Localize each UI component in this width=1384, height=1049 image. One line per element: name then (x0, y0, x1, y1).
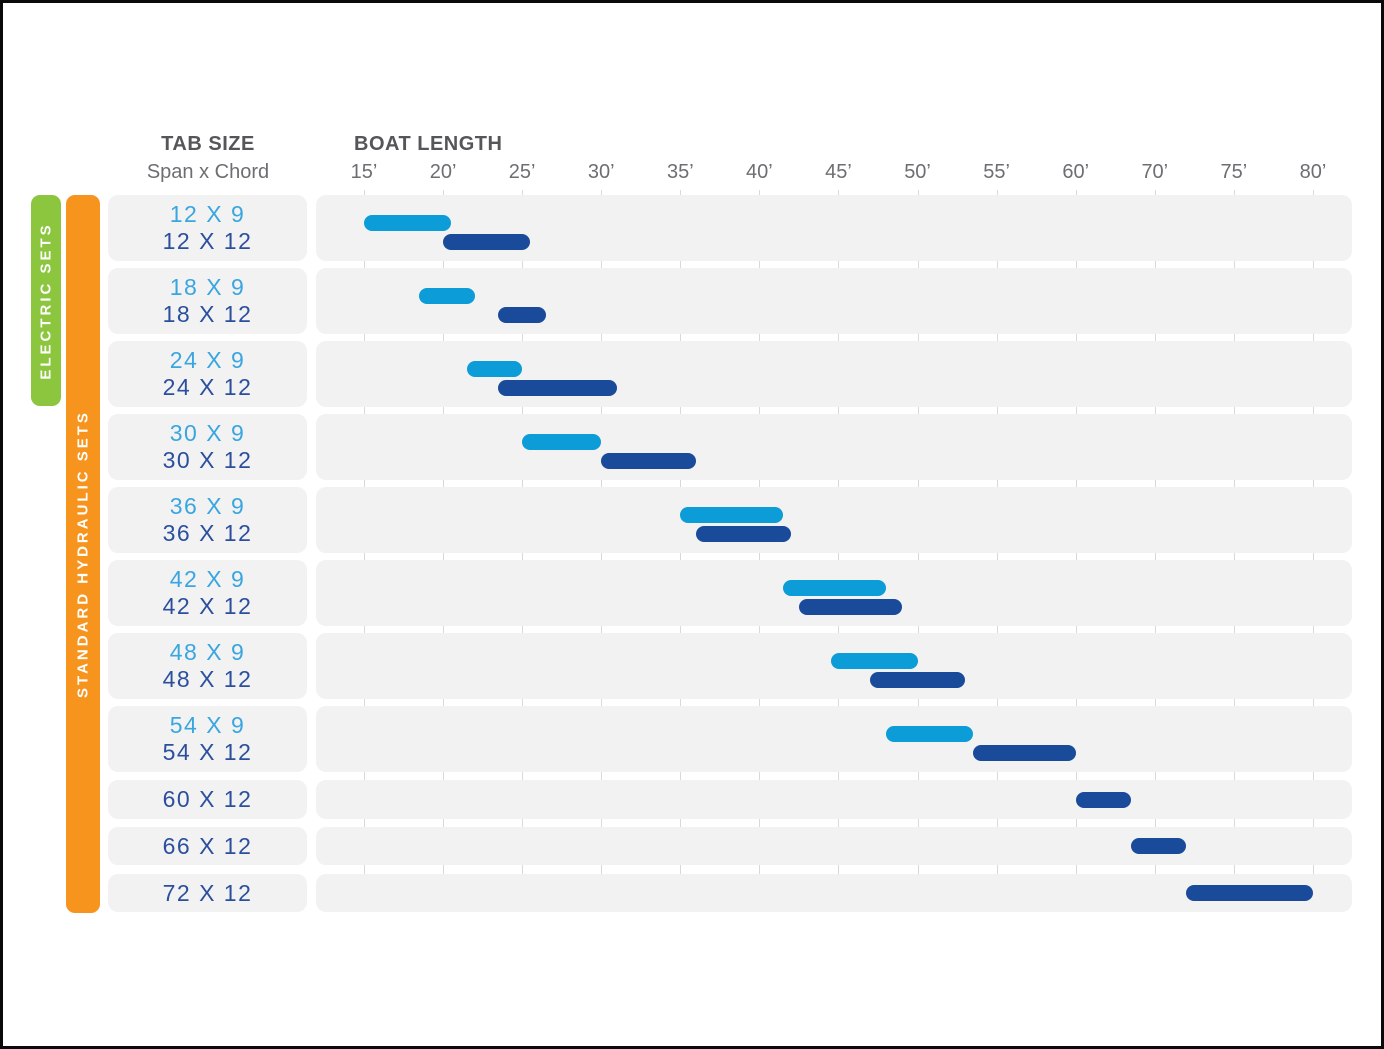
range-bar-30x9-dark (601, 453, 697, 469)
range-bar-12x9-dark (443, 234, 531, 250)
row-label-60x12: 60 X 12 (162, 786, 253, 812)
row-label-band-42x9 (108, 560, 307, 626)
tab-size-title: TAB SIZE (161, 133, 255, 155)
row-label-band-30x9 (108, 414, 307, 480)
row-label-24x12: 24 X 12 (162, 374, 253, 400)
row-plot-band-18x9 (316, 268, 1352, 334)
range-bar-60x12-dark (1075, 791, 1132, 808)
row-label-30x9: 30 X 9 (169, 420, 246, 446)
range-bar-42x9-dark (798, 599, 902, 615)
row-plot-band-36x9 (316, 487, 1352, 553)
range-bar-18x9-dark (498, 307, 546, 323)
tick-label-75ft: 75’ (1220, 161, 1248, 183)
row-plot-band-30x9 (316, 414, 1352, 480)
row-label-band-24x9 (108, 341, 307, 407)
row-label-24x9: 24 X 9 (169, 347, 246, 373)
boat-length-title: BOAT LENGTH (354, 133, 503, 155)
range-bar-24x9-dark (498, 380, 618, 396)
row-label-band-60x12 (108, 780, 307, 819)
row-plot-band-60x12 (316, 780, 1352, 819)
tick-label-35ft: 35’ (666, 161, 694, 183)
range-bar-30x9-light (522, 434, 602, 450)
range-bar-36x9-dark (696, 526, 792, 542)
range-bar-48x9-light (830, 653, 918, 669)
tick-label-50ft: 50’ (904, 161, 931, 183)
tick-label-70ft: 70’ (1141, 161, 1169, 183)
row-plot-band-72x12 (316, 874, 1352, 912)
row-label-36x9: 36 X 9 (169, 493, 246, 519)
range-bar-66x12-dark (1131, 838, 1187, 854)
row-label-42x12: 42 X 12 (162, 593, 253, 619)
electric-sets-label: ELECTRIC SETS (37, 221, 55, 380)
range-bar-12x9-light (364, 215, 451, 231)
range-bar-72x12-dark (1186, 885, 1313, 901)
tick-label-25ft: 25’ (508, 161, 536, 183)
row-label-66x12: 66 X 12 (162, 832, 253, 859)
row-label-12x9: 12 X 9 (169, 201, 246, 227)
row-label-30x12: 30 X 12 (162, 447, 253, 473)
electric-sets-band: ELECTRIC SETS (31, 195, 61, 406)
tick-label-60ft: 60’ (1062, 161, 1090, 183)
tick-label-45ft: 45’ (825, 161, 852, 183)
range-bar-48x9-dark (870, 672, 965, 688)
tick-label-40ft: 40’ (746, 161, 773, 183)
row-plot-band-66x12 (316, 827, 1352, 865)
hydraulic-sets-label: STANDARD HYDRAULIC SETS (74, 410, 92, 698)
tick-label-30ft: 30’ (587, 161, 615, 183)
row-label-band-54x9 (108, 706, 307, 772)
row-label-18x9: 18 X 9 (169, 274, 246, 300)
row-label-48x12: 48 X 12 (162, 666, 253, 692)
row-labels-24x9: 24 X 9 24 X 12 (108, 341, 307, 407)
row-label-band-72x12 (108, 874, 307, 912)
row-label-band-18x9 (108, 268, 307, 334)
row-label-band-48x9 (108, 633, 307, 699)
row-plot-band-54x9 (316, 706, 1352, 772)
row-labels-66x12: 66 X 12 (108, 827, 307, 865)
row-labels-48x9: 48 X 9 48 X 12 (108, 633, 307, 699)
row-labels-30x9: 30 X 9 30 X 12 (108, 414, 307, 480)
row-label-72x12: 72 X 12 (162, 879, 253, 906)
row-label-18x12: 18 X 12 (162, 301, 253, 327)
row-labels-72x12: 72 X 12 (108, 874, 307, 912)
hydraulic-sets-band: STANDARD HYDRAULIC SETS (66, 195, 100, 913)
row-labels-42x9: 42 X 9 42 X 12 (108, 560, 307, 626)
row-labels-18x9: 18 X 9 18 X 12 (108, 268, 307, 334)
row-label-54x9: 54 X 9 (169, 712, 246, 738)
row-label-band-36x9 (108, 487, 307, 553)
row-label-12x12: 12 X 12 (162, 228, 253, 254)
tick-label-80ft: 80’ (1299, 161, 1327, 183)
row-label-54x12: 54 X 12 (162, 739, 253, 765)
range-bar-24x9-light (466, 361, 523, 377)
tab-size-subtitle: Span x Chord (146, 161, 270, 183)
range-bar-42x9-light (783, 580, 886, 596)
row-labels-12x9: 12 X 9 12 X 12 (108, 195, 307, 261)
tick-label-55ft: 55’ (983, 161, 1010, 183)
tick-label-15ft: 15’ (350, 161, 378, 183)
range-bar-54x9-dark (972, 745, 1076, 761)
range-bar-18x9-light (419, 288, 475, 304)
range-bar-54x9-light (885, 726, 973, 742)
row-plot-band-12x9 (316, 195, 1352, 261)
row-label-42x9: 42 X 9 (169, 566, 246, 592)
range-bar-36x9-light (680, 507, 784, 523)
row-label-band-12x9 (108, 195, 307, 261)
tick-label-20ft: 20’ (429, 161, 457, 183)
row-label-36x12: 36 X 12 (162, 520, 253, 546)
row-labels-60x12: 60 X 12 (108, 780, 307, 819)
row-label-band-66x12 (108, 827, 307, 865)
row-label-48x9: 48 X 9 (169, 639, 246, 665)
row-labels-36x9: 36 X 9 36 X 12 (108, 487, 307, 553)
row-labels-54x9: 54 X 9 54 X 12 (108, 706, 307, 772)
